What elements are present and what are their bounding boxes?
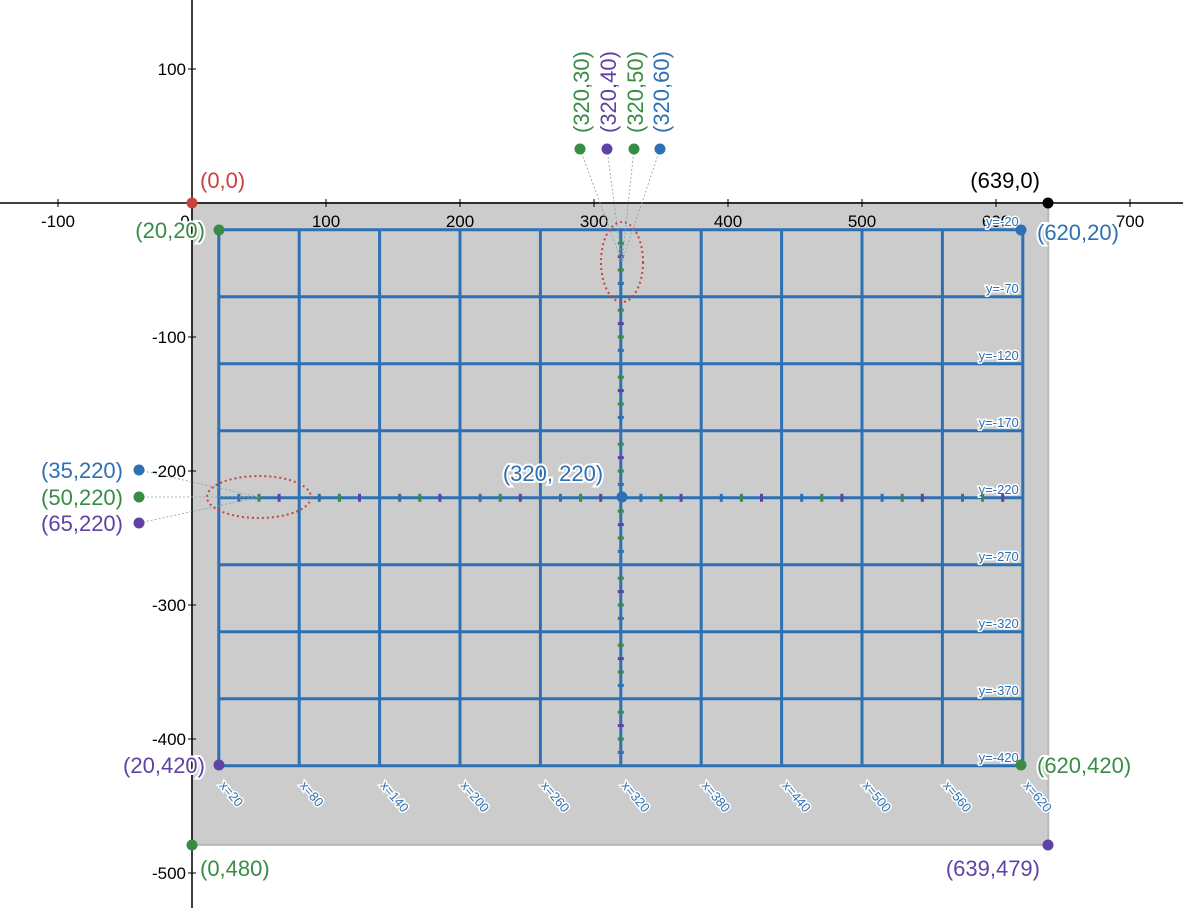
x-tick-label: 700 [1116,212,1144,231]
y-tick-label: -100 [152,328,186,347]
point-label: (320,60) [649,51,674,133]
point [133,517,145,529]
zoom-ellipse [600,221,644,303]
point-label: (20,20) [135,218,205,243]
point-label: (65,220) [41,511,123,536]
point-label: (20,420) [123,753,205,778]
point [601,143,613,155]
grid-label: y=-220 [979,482,1019,497]
point [654,143,666,155]
point-label: (320,50) [623,51,648,133]
point-label: (50,220) [41,485,123,510]
grid-label: y=-420 [979,750,1019,765]
point [574,143,586,155]
point [616,491,628,503]
x-tick-label: 300 [580,212,608,231]
point [186,197,198,209]
point [213,224,225,236]
point-label: (639,479) [946,856,1040,881]
leader-line [579,148,623,263]
point-label: (0,0) [200,168,245,193]
point-label: (35,220) [41,458,123,483]
x-tick-label: 0 [180,212,189,231]
x-tick-label: 600 [982,212,1010,231]
point-label: (639,0) [970,168,1040,193]
point-label: (620,20) [1037,220,1119,245]
point [133,491,145,503]
x-tick-label: 200 [446,212,474,231]
leader-line [138,469,260,498]
grid-label: y=-320 [979,616,1019,631]
point [1015,759,1027,771]
y-tick-label: -300 [152,596,186,615]
point-label: (620,420) [1037,753,1131,778]
point [1042,197,1054,209]
grid-label: y=-170 [979,415,1019,430]
point-label: (320,40) [596,51,621,133]
x-tick-label: -100 [41,212,75,231]
y-tick-label: -500 [152,864,186,883]
point [1042,839,1054,851]
y-tick-label: -400 [152,730,186,749]
grid-label: y=-70 [986,281,1019,296]
grid-label: y=-120 [979,348,1019,363]
grid-label: y=-20 [986,214,1019,229]
leader-line [621,148,635,263]
point [628,143,640,155]
y-tick-label: -200 [152,462,186,481]
point-label: (320,30) [569,51,594,133]
point-label: (320, 220) [503,461,603,486]
point [1015,224,1027,236]
point-label: (0,480) [200,856,270,881]
x-tick-label: 500 [848,212,876,231]
leader-line [606,148,623,263]
grid-label: y=-270 [979,549,1019,564]
leader-line [138,496,260,524]
point [133,464,145,476]
x-tick-label: 400 [714,212,742,231]
y-tick-label: 100 [158,60,186,79]
zoom-ellipse [206,475,312,519]
point [213,759,225,771]
grid-label: y=-370 [979,683,1019,698]
x-tick-label: 100 [312,212,340,231]
point [186,839,198,851]
